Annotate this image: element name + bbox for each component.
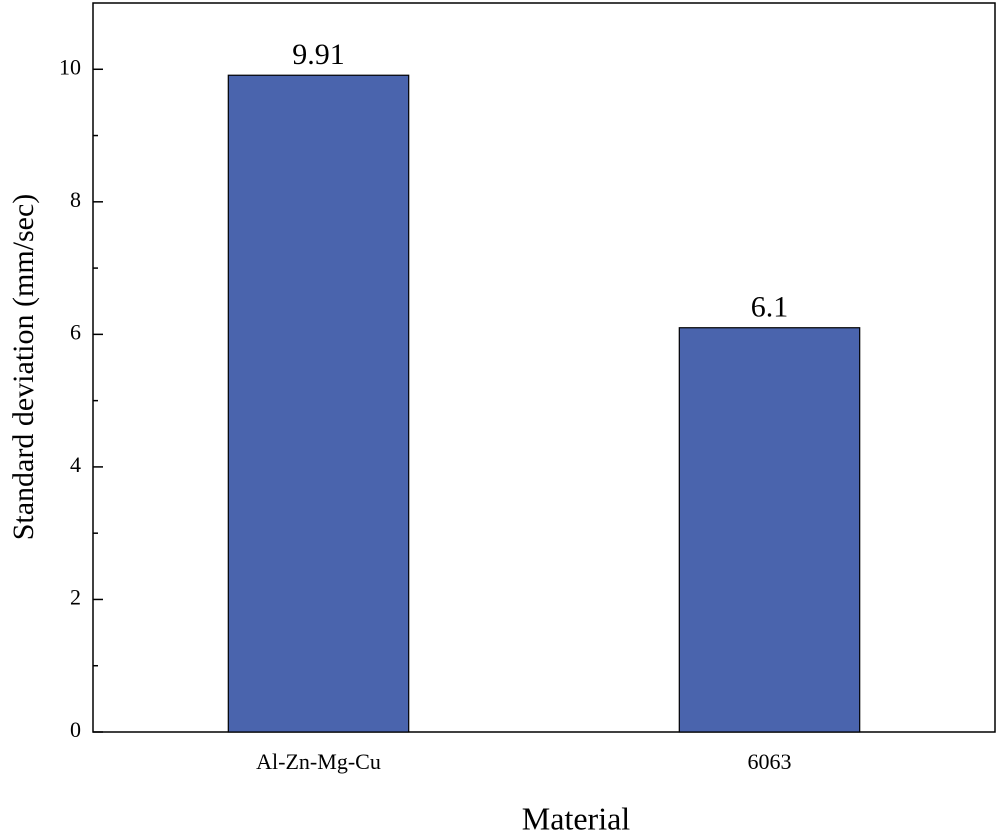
y-axis-label: Standard deviation (mm/sec) (7, 194, 40, 541)
y-tick-label: 0 (70, 717, 81, 742)
x-axis-label: Material (522, 800, 631, 836)
y-tick-label: 2 (70, 585, 81, 610)
y-tick-label: 6 (70, 319, 81, 344)
bar (678, 327, 861, 733)
value-label: 9.91 (292, 38, 345, 71)
y-tick-label: 10 (59, 54, 81, 79)
value-label: 6.1 (751, 291, 789, 324)
bar (227, 74, 410, 733)
x-tick-label: 6063 (748, 749, 792, 774)
y-tick-label: 4 (70, 452, 81, 477)
x-tick-label: Al-Zn-Mg-Cu (256, 749, 381, 774)
plot-frame (92, 2, 996, 733)
y-tick-label: 8 (70, 187, 81, 212)
